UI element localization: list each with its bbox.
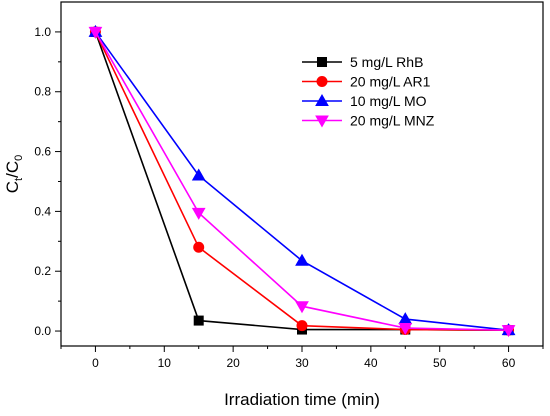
series-20-mg-l-ar1: [89, 26, 515, 336]
series-line: [94, 31, 509, 331]
y-tick-label: 0.2: [34, 264, 51, 278]
data-point: [295, 253, 309, 266]
x-tick-label: 30: [295, 356, 309, 370]
legend: 5 mg/L RhB 20 mg/L AR1 10 mg/L MO 20 mg/L M…: [302, 54, 435, 129]
series-5-mg-l-rhb: [90, 26, 514, 336]
data-point: [193, 315, 204, 326]
x-tick-label: 40: [364, 356, 378, 370]
y-axis-title-sub2: 0: [13, 155, 25, 161]
data-point: [501, 325, 516, 338]
series-line: [94, 31, 509, 331]
legend-marker: [315, 93, 329, 106]
legend-marker: [315, 115, 329, 128]
legend-marker: [316, 76, 328, 87]
x-tick-label: 10: [158, 356, 172, 370]
data-point: [88, 26, 103, 39]
legend-item: 5 mg/L RhB: [302, 54, 423, 70]
series-line: [94, 31, 509, 331]
series-line: [94, 31, 509, 331]
legend-item: 10 mg/L MO: [302, 93, 427, 109]
y-tick-label: 1.0: [34, 25, 51, 39]
y-axis-title-sub1: t: [13, 178, 25, 181]
data-point: [191, 168, 206, 181]
y-axis-title: Ct/C0: [3, 155, 25, 193]
x-axis-title: Irradiation time (min): [224, 390, 380, 409]
y-tick-label: 0.4: [34, 204, 51, 218]
data-point: [295, 301, 309, 314]
x-tick-label: 60: [502, 356, 516, 370]
y-axis-title-sep: /C: [3, 161, 22, 178]
x-tick-label: 50: [433, 356, 447, 370]
series-20-mg-l-mnz: [88, 26, 516, 338]
axes: 0 10 20 30 40 50 60 0.0 0.2 0.4 0.6 0.8 1.0: [34, 25, 544, 370]
legend-marker: [317, 57, 327, 67]
data-point: [193, 241, 205, 253]
y-tick-label: 0.6: [34, 145, 51, 159]
y-tick-label: 0.8: [34, 85, 51, 99]
data-point: [296, 320, 308, 332]
x-tick-label: 0: [92, 356, 99, 370]
plot-frame: [60, 1, 544, 347]
legend-label: 20 mg/L MNZ: [350, 113, 435, 129]
legend-label: 10 mg/L MO: [350, 93, 427, 109]
legend-label: 20 mg/L AR1: [350, 74, 431, 90]
series-layer: [88, 24, 516, 338]
legend-item: 20 mg/L AR1: [302, 74, 431, 90]
x-tick-label: 20: [226, 356, 240, 370]
y-axis-title-main: C: [3, 181, 22, 193]
series-10-mg-l-mo: [88, 24, 516, 336]
y-tick-label: 0.0: [34, 324, 51, 338]
data-point: [191, 207, 206, 220]
data-point: [398, 323, 413, 336]
legend-item: 20 mg/L MNZ: [302, 113, 435, 129]
data-point: [398, 312, 413, 325]
legend-label: 5 mg/L RhB: [350, 54, 423, 70]
